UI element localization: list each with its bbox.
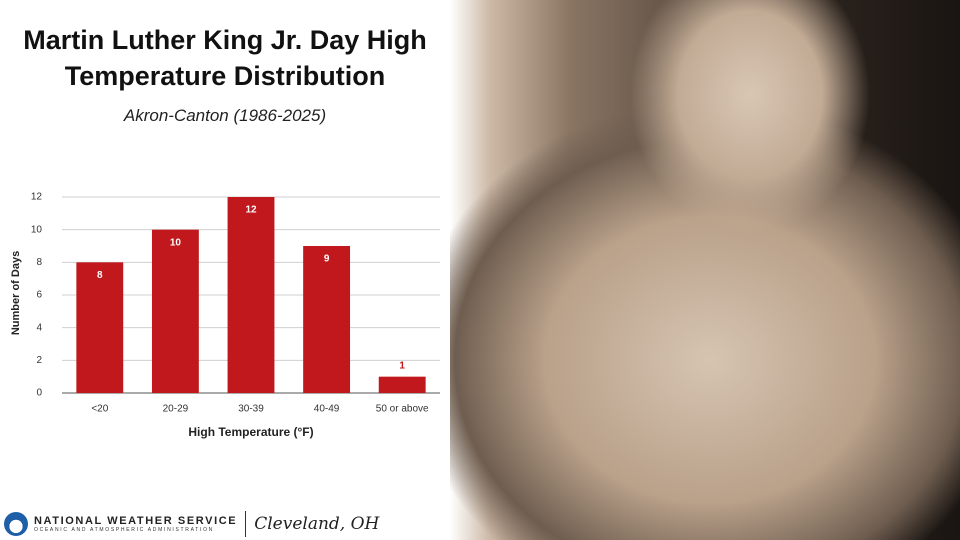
mlk-memorial-photo (450, 0, 960, 540)
value-label: 9 (324, 254, 330, 265)
y-tick-label: 8 (36, 257, 42, 268)
bar (303, 246, 351, 393)
x-tick-label: 20-29 (163, 404, 189, 415)
chart: Number of Days High Temperature (°F) 0 2 4… (10, 192, 440, 439)
x-tick-label: 30-39 (238, 404, 264, 415)
y-tick-label: 12 (31, 192, 43, 203)
y-tick-label: 0 (36, 388, 42, 399)
bar (76, 262, 124, 393)
value-label: 8 (97, 270, 103, 281)
chart-subtitle: Akron-Canton (1986-2025) (123, 106, 327, 125)
value-label: 10 (170, 237, 182, 248)
office-name: Cleveland, OH (254, 514, 380, 534)
y-tick-label: 4 (36, 322, 42, 333)
y-tick-label: 6 (36, 290, 42, 301)
agency-block: NATIONAL WEATHER SERVICE OCEANIC AND ATM… (34, 515, 237, 533)
x-tick-label: 40-49 (314, 404, 340, 415)
bar (151, 229, 199, 393)
bar (378, 376, 426, 393)
y-tick-label: 10 (31, 224, 43, 235)
x-tick-label: <20 (91, 404, 108, 415)
chart-title: Martin Luther King Jr. Day High Temperat… (23, 25, 427, 91)
noaa-logo (4, 512, 28, 536)
y-axis-label: Number of Days (10, 251, 22, 335)
agency-subname: OCEANIC AND ATMOSPHERIC ADMINISTRATION (34, 527, 214, 533)
value-label: 1 (399, 360, 405, 371)
y-tick-label: 2 (36, 355, 42, 366)
x-axis-label: High Temperature (°F) (188, 425, 313, 439)
bar (227, 197, 275, 393)
footer: NATIONAL WEATHER SERVICE OCEANIC AND ATM… (4, 508, 379, 540)
x-tick-label: 50 or above (376, 404, 429, 415)
separator (245, 511, 247, 537)
value-label: 12 (245, 205, 257, 216)
agency-name: NATIONAL WEATHER SERVICE (34, 515, 238, 527)
